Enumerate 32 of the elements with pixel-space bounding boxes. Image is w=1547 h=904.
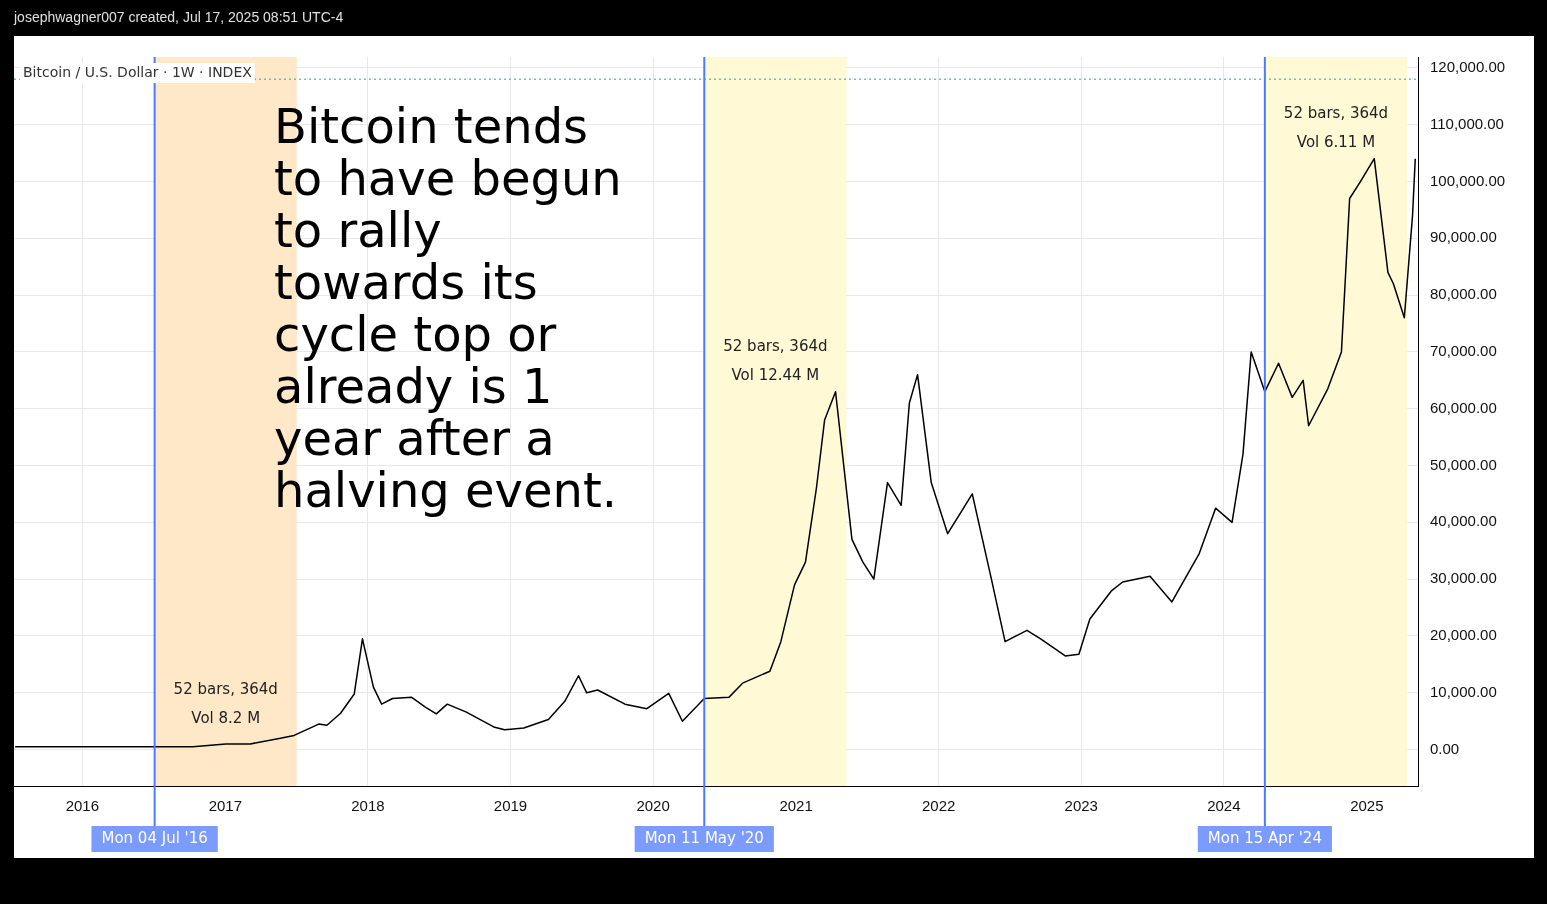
x-tick-label: 2016	[65, 797, 100, 815]
y-tick-label: 70,000.00	[1430, 342, 1497, 360]
x-tick-label: 2020	[636, 797, 670, 815]
y-tick-label: 60,000.00	[1430, 398, 1497, 416]
y-tick-label: 90,000.00	[1430, 228, 1497, 246]
ref-line-label: Mon 04 Jul '16	[101, 828, 208, 847]
x-tick-label: 2022	[921, 797, 956, 815]
x-tick-label: 2018	[351, 797, 385, 815]
y-tick-label: 0.00	[1430, 739, 1460, 757]
y-tick-label: 50,000.00	[1430, 455, 1497, 473]
band-label: 52 bars, 364d Vol 8.2 M	[173, 680, 278, 728]
x-tick-label: 2017	[208, 797, 243, 815]
band-label: 52 bars, 364d Vol 12.44 M	[723, 336, 828, 384]
y-tick-label: 100,000.00	[1430, 171, 1506, 189]
annotation: Bitcoin tends to have begun to rally towards its cycle top or already is 1 year after a halving event.	[274, 98, 622, 519]
chart-subtitle: josephwagner007 created, Jul 17, 2025 08:51 UTC-4	[14, 9, 344, 25]
y-tick-label: 80,000.00	[1430, 285, 1497, 303]
ref-line-label: Mon 11 May '20	[644, 828, 764, 847]
x-tick-label: 2024	[1207, 797, 1241, 815]
ref-line-label: Mon 15 Apr '24	[1207, 828, 1322, 847]
y-tick-label: 120,000.00	[1430, 57, 1506, 75]
y-tick-label: 110,000.00	[1430, 114, 1504, 132]
y-tick-label: 30,000.00	[1430, 569, 1497, 587]
band-label: 52 bars, 364d Vol 6.11 M	[1283, 103, 1389, 151]
y-tick-label: 10,000.00	[1430, 682, 1497, 700]
x-tick-label: 2025	[1350, 797, 1384, 815]
y-tick-label: 20,000.00	[1430, 626, 1497, 644]
x-tick-label: 2019	[493, 797, 528, 815]
text: Bitcoin / U.S. Dollar · 1W · INDEX	[23, 63, 253, 80]
y-tick-label: 40,000.00	[1430, 512, 1497, 530]
x-tick-label: 2021	[779, 797, 813, 815]
x-tick-label: 2023	[1064, 797, 1098, 815]
